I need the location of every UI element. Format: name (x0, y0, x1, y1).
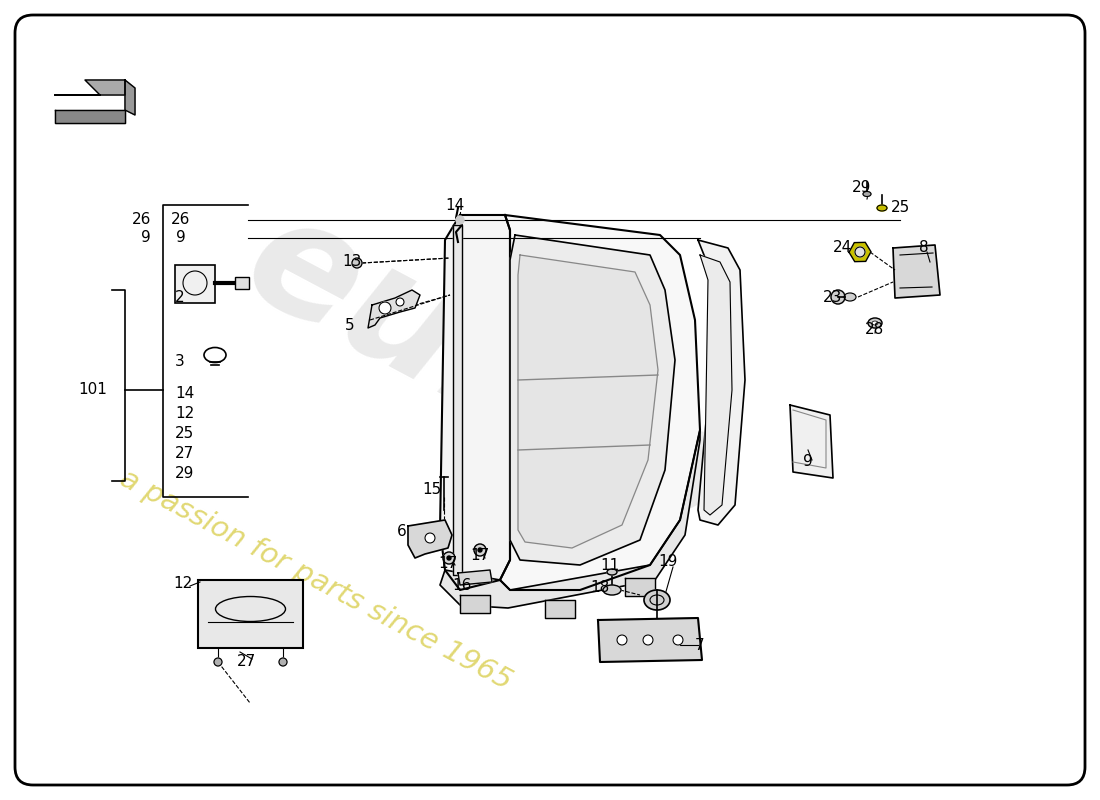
Text: 9: 9 (141, 230, 151, 246)
Text: 23: 23 (823, 290, 843, 305)
Text: 25: 25 (890, 201, 910, 215)
Text: 2: 2 (175, 290, 185, 306)
Polygon shape (625, 578, 654, 596)
Text: 17: 17 (439, 555, 458, 570)
Text: 8: 8 (920, 241, 928, 255)
Circle shape (425, 533, 435, 543)
Circle shape (830, 290, 845, 304)
Text: 12: 12 (174, 575, 192, 590)
Circle shape (617, 635, 627, 645)
Circle shape (478, 548, 482, 552)
Text: 26: 26 (132, 213, 151, 227)
Text: 3: 3 (175, 354, 185, 370)
Text: a passion for parts since 1965: a passion for parts since 1965 (116, 465, 517, 696)
Ellipse shape (844, 293, 856, 301)
Text: 16: 16 (452, 578, 472, 593)
Circle shape (456, 216, 464, 224)
Polygon shape (440, 430, 700, 608)
Polygon shape (125, 80, 135, 115)
Polygon shape (55, 110, 125, 123)
Polygon shape (518, 255, 658, 548)
Polygon shape (368, 290, 420, 328)
Ellipse shape (603, 585, 622, 595)
Circle shape (443, 552, 455, 564)
Text: 27: 27 (238, 654, 256, 670)
Text: 15: 15 (422, 482, 441, 498)
Circle shape (396, 298, 404, 306)
Polygon shape (408, 520, 452, 558)
Polygon shape (510, 235, 675, 565)
Text: europ: europ (220, 180, 757, 563)
Circle shape (673, 635, 683, 645)
Polygon shape (598, 618, 702, 662)
Polygon shape (700, 255, 732, 515)
Text: 29: 29 (175, 466, 195, 481)
Text: 9: 9 (803, 454, 813, 470)
Ellipse shape (872, 321, 878, 325)
Circle shape (214, 658, 222, 666)
Text: 101: 101 (78, 382, 107, 398)
Text: 14: 14 (446, 198, 464, 213)
Circle shape (855, 247, 865, 257)
Polygon shape (460, 595, 490, 613)
Text: 11: 11 (601, 558, 619, 573)
Circle shape (352, 258, 362, 268)
FancyBboxPatch shape (198, 580, 302, 648)
Text: 14: 14 (175, 386, 195, 401)
Polygon shape (440, 215, 510, 590)
Text: 27: 27 (175, 446, 195, 461)
Circle shape (474, 544, 486, 556)
Text: 25: 25 (175, 426, 195, 441)
Text: 17: 17 (471, 547, 490, 562)
Text: 12: 12 (175, 406, 195, 421)
Circle shape (379, 302, 390, 314)
Text: 26: 26 (172, 213, 190, 227)
FancyBboxPatch shape (15, 15, 1085, 785)
Ellipse shape (644, 590, 670, 610)
Text: 29: 29 (852, 181, 871, 195)
Text: 28: 28 (866, 322, 884, 338)
Text: 7: 7 (695, 638, 705, 653)
Polygon shape (544, 600, 575, 618)
Ellipse shape (877, 205, 887, 211)
FancyBboxPatch shape (235, 277, 249, 289)
Text: 13: 13 (342, 254, 362, 270)
Text: 5: 5 (345, 318, 355, 333)
Polygon shape (790, 405, 833, 478)
Text: 2: 2 (175, 290, 185, 306)
Polygon shape (453, 225, 462, 575)
Polygon shape (55, 80, 125, 95)
Text: 9: 9 (176, 230, 186, 246)
FancyBboxPatch shape (175, 265, 214, 303)
Circle shape (279, 658, 287, 666)
Circle shape (447, 556, 451, 560)
Polygon shape (893, 245, 940, 298)
Polygon shape (698, 240, 745, 525)
Text: 24: 24 (834, 241, 852, 255)
Ellipse shape (607, 569, 617, 575)
Text: 6: 6 (397, 525, 407, 539)
Polygon shape (458, 570, 492, 585)
Polygon shape (500, 215, 700, 590)
Circle shape (644, 635, 653, 645)
Text: 18: 18 (591, 581, 609, 595)
Ellipse shape (864, 191, 871, 197)
Ellipse shape (868, 318, 882, 328)
Text: 19: 19 (658, 554, 678, 569)
